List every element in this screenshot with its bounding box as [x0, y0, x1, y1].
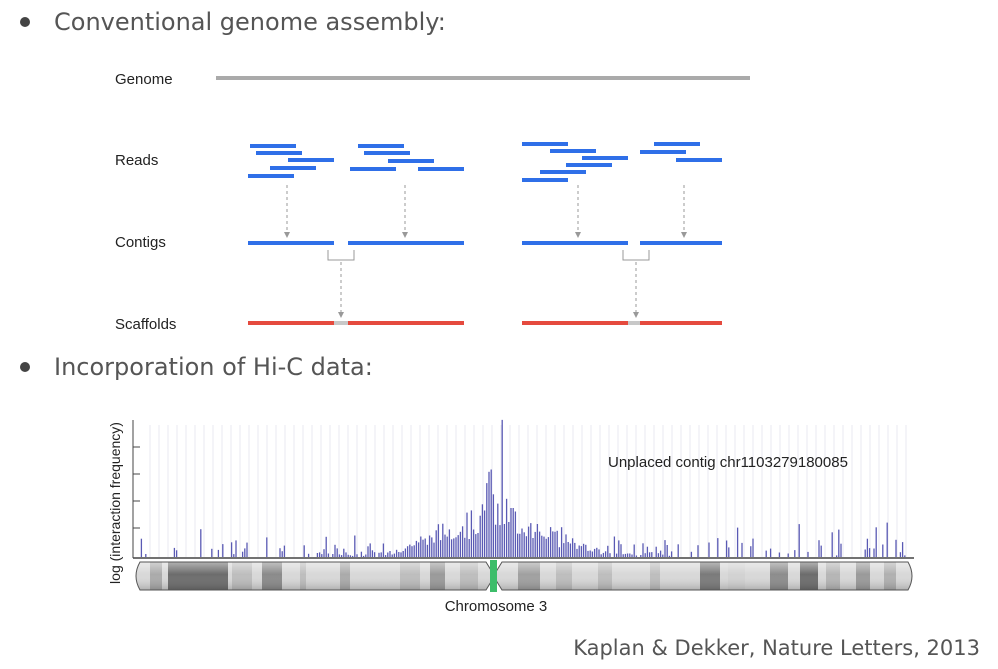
chromosome-outline — [135, 561, 913, 591]
hic-signal — [140, 419, 906, 557]
chromosome-label: Chromosome 3 — [445, 598, 548, 615]
reads-group-1 — [248, 144, 334, 178]
contigs-label: Contigs — [115, 234, 166, 251]
bullet-dot-2 — [20, 362, 30, 372]
hic-background-lines — [149, 425, 907, 557]
hic-ylabel: log (interaction frequency) — [107, 422, 123, 584]
reads-group-2 — [350, 144, 464, 171]
heading-conventional-assembly: Conventional genome assembly: — [54, 8, 446, 36]
reads-label: Reads — [115, 152, 158, 169]
scaffolds-label: Scaffolds — [115, 316, 176, 333]
bullet-dot-1 — [20, 17, 30, 27]
genome-label: Genome — [115, 71, 173, 88]
citation: Kaplan & Dekker, Nature Letters, 2013 — [573, 636, 980, 660]
reads-group-3 — [522, 142, 628, 182]
contig-join-brackets — [327, 250, 650, 261]
read-to-contig-arrows — [284, 185, 687, 238]
hic-plot: log (interaction frequency) Unplaced con… — [107, 419, 914, 615]
chromosome-shading — [136, 562, 912, 590]
heading-hic-data: Incorporation of Hi-C data: — [54, 353, 373, 381]
unplaced-contig-annotation: Unplaced contig chr1103279180085 — [608, 454, 848, 471]
contig-to-scaffold-arrows — [338, 262, 639, 318]
centromere-marker — [490, 560, 497, 592]
reads-group-4 — [640, 142, 722, 162]
assembly-diagram: Genome Reads Contigs Scaffolds — [115, 71, 750, 333]
hic-y-axis — [132, 420, 140, 558]
